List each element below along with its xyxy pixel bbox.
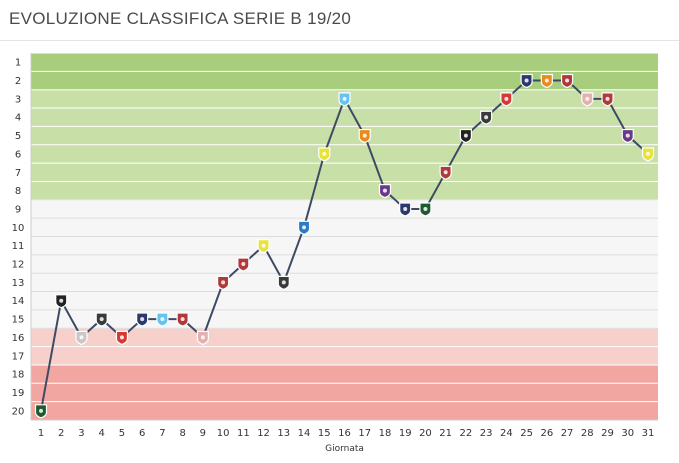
x-tick-label: 18 bbox=[379, 428, 392, 439]
data-point bbox=[136, 312, 149, 327]
x-tick-label: 6 bbox=[139, 428, 145, 439]
y-tick-label: 8 bbox=[15, 186, 21, 197]
data-point bbox=[55, 294, 68, 309]
y-tick-label: 4 bbox=[15, 113, 21, 124]
x-tick-label: 20 bbox=[419, 428, 432, 439]
y-tick-label: 9 bbox=[15, 204, 21, 215]
x-tick-label: 21 bbox=[439, 428, 452, 439]
data-point bbox=[399, 202, 412, 217]
y-tick-label: 1 bbox=[15, 58, 21, 69]
x-axis-ticks: 1 2 3 4 5 6 7 8 9 10 11 12 13 14 15 16 17 18 19 20 21 22 23 24 2… bbox=[38, 428, 655, 439]
x-tick-label: 4 bbox=[99, 428, 105, 439]
data-point bbox=[358, 128, 371, 144]
x-tick-label: 22 bbox=[460, 428, 473, 439]
x-tick-label: 14 bbox=[298, 428, 311, 439]
x-tick-label: 11 bbox=[237, 428, 250, 439]
x-tick-label: 27 bbox=[561, 428, 574, 439]
y-tick-label: 13 bbox=[12, 278, 25, 289]
grid-lines bbox=[30, 52, 658, 421]
data-point bbox=[176, 312, 189, 327]
y-tick-label: 15 bbox=[12, 315, 25, 326]
x-tick-label: 13 bbox=[277, 428, 290, 439]
x-tick-label: 25 bbox=[520, 428, 533, 439]
data-point bbox=[480, 110, 493, 125]
data-point bbox=[419, 202, 432, 217]
data-point bbox=[95, 312, 108, 327]
data-point bbox=[560, 73, 574, 89]
data-point bbox=[338, 92, 351, 107]
y-tick-label: 6 bbox=[15, 149, 21, 160]
x-tick-label: 5 bbox=[119, 428, 125, 439]
data-points bbox=[34, 73, 655, 419]
data-point bbox=[621, 128, 634, 144]
x-tick-label: 29 bbox=[601, 428, 614, 439]
x-tick-label: 15 bbox=[318, 428, 331, 439]
x-tick-label: 23 bbox=[480, 428, 493, 439]
x-tick-label: 28 bbox=[581, 428, 594, 439]
x-tick-label: 8 bbox=[179, 428, 185, 439]
y-tick-label: 17 bbox=[12, 351, 25, 362]
y-tick-label: 10 bbox=[12, 223, 25, 234]
x-axis-label: Giornata bbox=[325, 444, 364, 454]
y-tick-label: 18 bbox=[12, 370, 25, 381]
y-tick-label: 19 bbox=[12, 388, 25, 399]
data-point bbox=[500, 92, 513, 107]
data-point bbox=[75, 330, 88, 346]
data-point bbox=[641, 147, 655, 162]
y-tick-label: 16 bbox=[12, 333, 25, 344]
x-tick-label: 17 bbox=[358, 428, 371, 439]
data-point bbox=[297, 220, 311, 235]
data-point bbox=[156, 312, 169, 327]
y-tick-label: 12 bbox=[12, 260, 25, 271]
x-tick-label: 31 bbox=[642, 428, 655, 439]
x-tick-label: 9 bbox=[200, 428, 206, 439]
y-tick-label: 14 bbox=[12, 296, 25, 307]
data-point bbox=[34, 404, 48, 419]
x-tick-label: 3 bbox=[78, 428, 84, 439]
data-point bbox=[439, 165, 452, 180]
x-tick-label: 7 bbox=[159, 428, 165, 439]
y-tick-label: 11 bbox=[12, 241, 25, 252]
x-tick-label: 30 bbox=[621, 428, 634, 439]
x-tick-label: 16 bbox=[338, 428, 351, 439]
chart-title: EVOLUZIONE CLASSIFICA SERIE B 19/20 bbox=[9, 9, 352, 28]
x-tick-label: 24 bbox=[500, 428, 513, 439]
x-tick-label: 19 bbox=[399, 428, 412, 439]
x-tick-label: 26 bbox=[540, 428, 553, 439]
data-point bbox=[217, 275, 230, 291]
data-point bbox=[318, 147, 331, 162]
data-point bbox=[237, 257, 250, 272]
data-point bbox=[540, 73, 553, 89]
data-point bbox=[257, 239, 270, 254]
data-point bbox=[601, 92, 614, 107]
data-point bbox=[459, 128, 472, 144]
data-point bbox=[277, 275, 290, 291]
y-tick-label: 3 bbox=[15, 94, 21, 105]
x-tick-label: 1 bbox=[38, 428, 44, 439]
x-tick-label: 10 bbox=[217, 428, 230, 439]
x-tick-label: 12 bbox=[257, 428, 270, 439]
data-point bbox=[581, 92, 594, 107]
zone-band-3 bbox=[31, 199, 658, 329]
data-point bbox=[520, 73, 533, 89]
y-tick-label: 7 bbox=[15, 168, 21, 179]
data-point bbox=[115, 330, 129, 346]
x-tick-label: 2 bbox=[58, 428, 64, 439]
zone-band-5 bbox=[31, 364, 658, 420]
data-point bbox=[378, 184, 392, 199]
data-point bbox=[196, 330, 209, 346]
y-tick-label: 20 bbox=[12, 406, 25, 417]
y-tick-label: 5 bbox=[15, 131, 21, 142]
title-divider bbox=[0, 40, 679, 41]
y-tick-label: 2 bbox=[15, 76, 21, 87]
